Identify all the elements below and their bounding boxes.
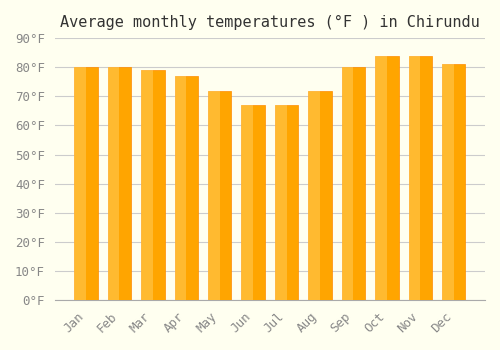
Bar: [141, 70, 165, 300]
Bar: [141, 70, 153, 300]
Bar: [174, 76, 198, 300]
Bar: [442, 64, 466, 300]
Bar: [74, 67, 98, 300]
Bar: [174, 76, 186, 300]
Bar: [108, 67, 120, 300]
Bar: [208, 91, 232, 300]
Bar: [408, 56, 432, 300]
Bar: [208, 91, 220, 300]
Bar: [442, 64, 454, 300]
Bar: [375, 56, 387, 300]
Bar: [275, 105, 286, 300]
Bar: [342, 67, 365, 300]
Title: Average monthly temperatures (°F ) in Chirundu: Average monthly temperatures (°F ) in Ch…: [60, 15, 480, 30]
Bar: [74, 67, 86, 300]
Bar: [242, 105, 265, 300]
Bar: [242, 105, 253, 300]
Bar: [342, 67, 353, 300]
Bar: [275, 105, 298, 300]
Bar: [408, 56, 420, 300]
Bar: [308, 91, 332, 300]
Bar: [108, 67, 131, 300]
Bar: [375, 56, 398, 300]
Bar: [308, 91, 320, 300]
